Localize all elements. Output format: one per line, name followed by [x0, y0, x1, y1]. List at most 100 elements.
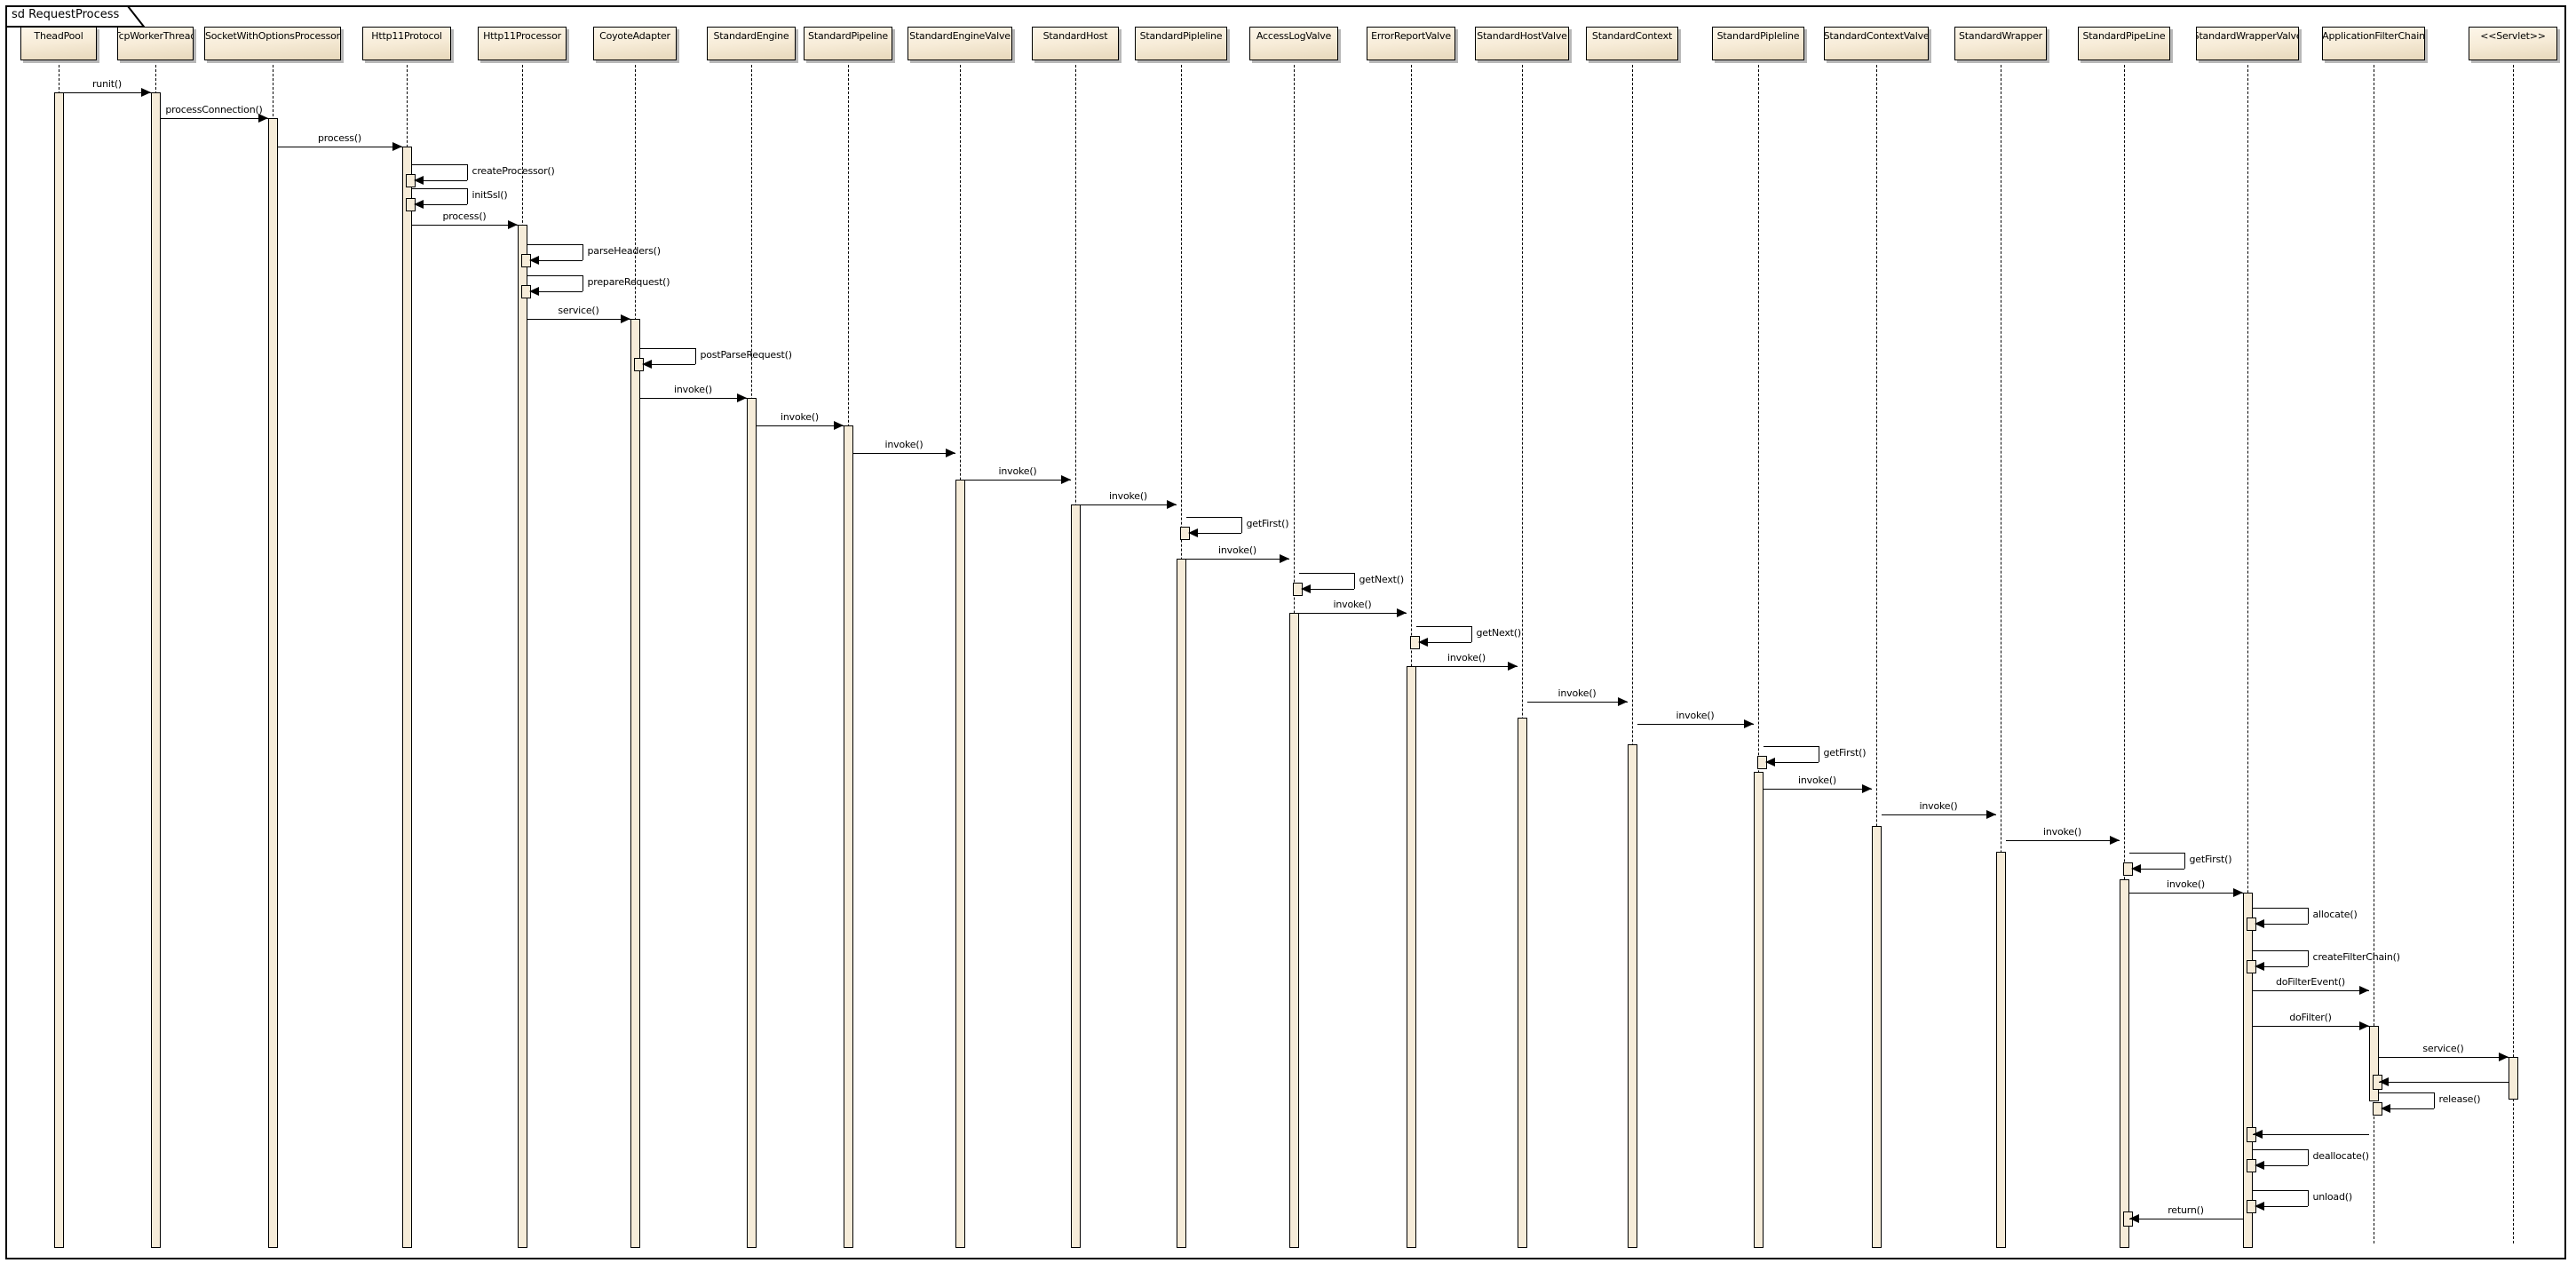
lifeline-label: ApplicationFilterChain	[2322, 30, 2425, 42]
message-arrowhead-13	[1060, 475, 1071, 484]
lifeline-head-socketwithoptionsproc[interactable]: SocketWithOptionsProcessor	[204, 27, 341, 60]
lifeline-head-http11processor[interactable]: Http11Processor	[478, 27, 567, 60]
message-arrowhead-29	[2254, 919, 2264, 928]
message-arrowhead-16	[1279, 554, 1289, 563]
message-arrowhead-11	[833, 421, 844, 430]
message-label: process()	[317, 132, 362, 144]
message-arrowhead-21	[1617, 697, 1628, 706]
message-arrowhead-35	[2380, 1104, 2390, 1113]
activation-bar-standardwrappervalve	[2242, 893, 2253, 1248]
message-label: invoke()	[674, 384, 712, 395]
self-message-bottom-7	[538, 291, 583, 292]
lifeline-label: Http11Processor	[483, 30, 561, 42]
activation-bar-standardengine	[746, 398, 757, 1248]
message-line-14	[1080, 504, 1177, 505]
lifeline-label: StandardPipleline	[1716, 30, 1800, 42]
lifeline-head-tcpworkerthread[interactable]: TcpWorkerThread	[117, 27, 194, 60]
message-label: processConnection()	[165, 104, 263, 115]
self-message-top-9	[639, 348, 695, 349]
message-arrowhead-37	[2254, 1161, 2264, 1170]
lifeline-head-standardhostvalve[interactable]: StandardHostValve	[1475, 27, 1569, 60]
lifeline-label: StandardPipeLine	[2082, 30, 2166, 42]
self-message-top-19	[1415, 626, 1471, 627]
lifeline-head-standardwrapper[interactable]: StandardWrapper	[1954, 27, 2047, 60]
message-arrowhead-28	[2232, 888, 2243, 897]
activation-bar-http11processor	[517, 225, 527, 1248]
message-line-1	[160, 118, 268, 119]
lifeline-label: StandardPipeline	[808, 30, 888, 42]
self-message-right-3	[466, 164, 468, 180]
lifeline-label: ErrorReportValve	[1371, 30, 1451, 42]
lifeline-head-applicationfilterchain[interactable]: ApplicationFilterChain	[2322, 27, 2425, 60]
message-label: return()	[2168, 1204, 2204, 1216]
message-label: allocate()	[2312, 909, 2358, 920]
message-arrowhead-34	[2378, 1077, 2389, 1086]
message-label: doFilter()	[2289, 1012, 2332, 1023]
self-message-top-35	[2378, 1092, 2434, 1093]
lifeline-head-accesslogvalve[interactable]: AccessLogValve	[1249, 27, 1338, 60]
message-label: initSsl()	[472, 189, 508, 201]
activation-bar-socketwithoptionsproc	[267, 118, 278, 1248]
lifeline-head-servlet[interactable]: <<Servlet>>	[2469, 27, 2557, 60]
lifeline-head-standardhost[interactable]: StandardHost	[1032, 27, 1119, 60]
message-arrowhead-0	[140, 88, 151, 97]
self-message-bottom-29	[2263, 924, 2308, 925]
message-line-10	[639, 398, 747, 399]
lifeline-head-standardengine[interactable]: StandardEngine	[707, 27, 796, 60]
self-message-top-6	[527, 244, 583, 245]
lifeline-standardpipeline4	[2124, 60, 2125, 1243]
self-message-top-7	[527, 275, 583, 276]
self-message-bottom-6	[538, 260, 583, 261]
self-message-top-37	[2252, 1149, 2308, 1150]
lifeline-head-errorreportvalve[interactable]: ErrorReportValve	[1367, 27, 1455, 60]
self-message-top-15	[1185, 517, 1241, 518]
lifeline-head-standardwrappervalve[interactable]: StandardWrapperValve	[2196, 27, 2299, 60]
lifeline-head-standardpipeline4[interactable]: StandardPipeLine	[2078, 27, 2170, 60]
message-label: invoke()	[1109, 490, 1147, 502]
message-line-13	[964, 480, 1071, 481]
message-arrowhead-5	[507, 220, 518, 229]
message-label: invoke()	[2167, 878, 2205, 890]
message-arrowhead-17	[1300, 584, 1311, 593]
message-label: service()	[558, 305, 599, 316]
lifeline-head-standardpipeline1[interactable]: StandardPipeline	[804, 27, 892, 60]
message-arrowhead-9	[641, 360, 652, 369]
self-message-bottom-27	[2140, 869, 2184, 870]
frame-tab-shape	[5, 5, 147, 28]
lifeline-head-standardenginevalve[interactable]: StandardEngineValve	[908, 27, 1012, 60]
self-message-right-17	[1353, 573, 1355, 589]
lifeline-label: StandardContextValve	[1824, 30, 1929, 42]
self-message-top-27	[2128, 853, 2184, 854]
lifeline-head-standardpipleline3[interactable]: StandardPipleline	[1712, 27, 1804, 60]
lifeline-label: AccessLogValve	[1256, 30, 1332, 42]
message-label: process()	[442, 211, 487, 222]
message-line-12	[852, 453, 955, 454]
lifeline-head-standardcontext[interactable]: StandardContext	[1586, 27, 1678, 60]
message-line-26	[2005, 840, 2120, 841]
self-message-right-35	[2433, 1092, 2435, 1108]
message-arrowhead-3	[413, 176, 424, 185]
message-line-33	[2378, 1057, 2509, 1058]
message-label: createProcessor()	[472, 165, 555, 177]
lifeline-head-standardpipleline2[interactable]: StandardPipleline	[1135, 27, 1227, 60]
message-arrowhead-27	[2130, 864, 2141, 873]
message-arrowhead-19	[1417, 638, 1428, 647]
message-arrowhead-26	[2109, 836, 2120, 845]
message-label: postParseRequest()	[700, 349, 793, 361]
message-line-5	[411, 225, 518, 226]
lifeline-head-http11protocol[interactable]: Http11Protocol	[362, 27, 451, 60]
message-arrowhead-32	[2358, 1021, 2369, 1030]
interaction-frame	[5, 5, 2566, 1259]
message-label: invoke()	[2043, 826, 2081, 838]
message-line-16	[1185, 559, 1289, 560]
lifeline-head-coyoteadapter[interactable]: CoyoteAdapter	[593, 27, 677, 60]
activation-bar-tcpworkerthread	[150, 92, 161, 1248]
lifeline-head-threadpool[interactable]: TheadPool	[20, 27, 97, 60]
self-message-top-23	[1763, 746, 1819, 747]
message-arrowhead-20	[1507, 662, 1518, 671]
message-arrowhead-7	[528, 287, 539, 296]
activation-bar-errorreportvalve	[1406, 666, 1416, 1248]
lifeline-head-standardcontextvalve[interactable]: StandardContextValve	[1824, 27, 1929, 60]
message-label: service()	[2422, 1043, 2464, 1054]
